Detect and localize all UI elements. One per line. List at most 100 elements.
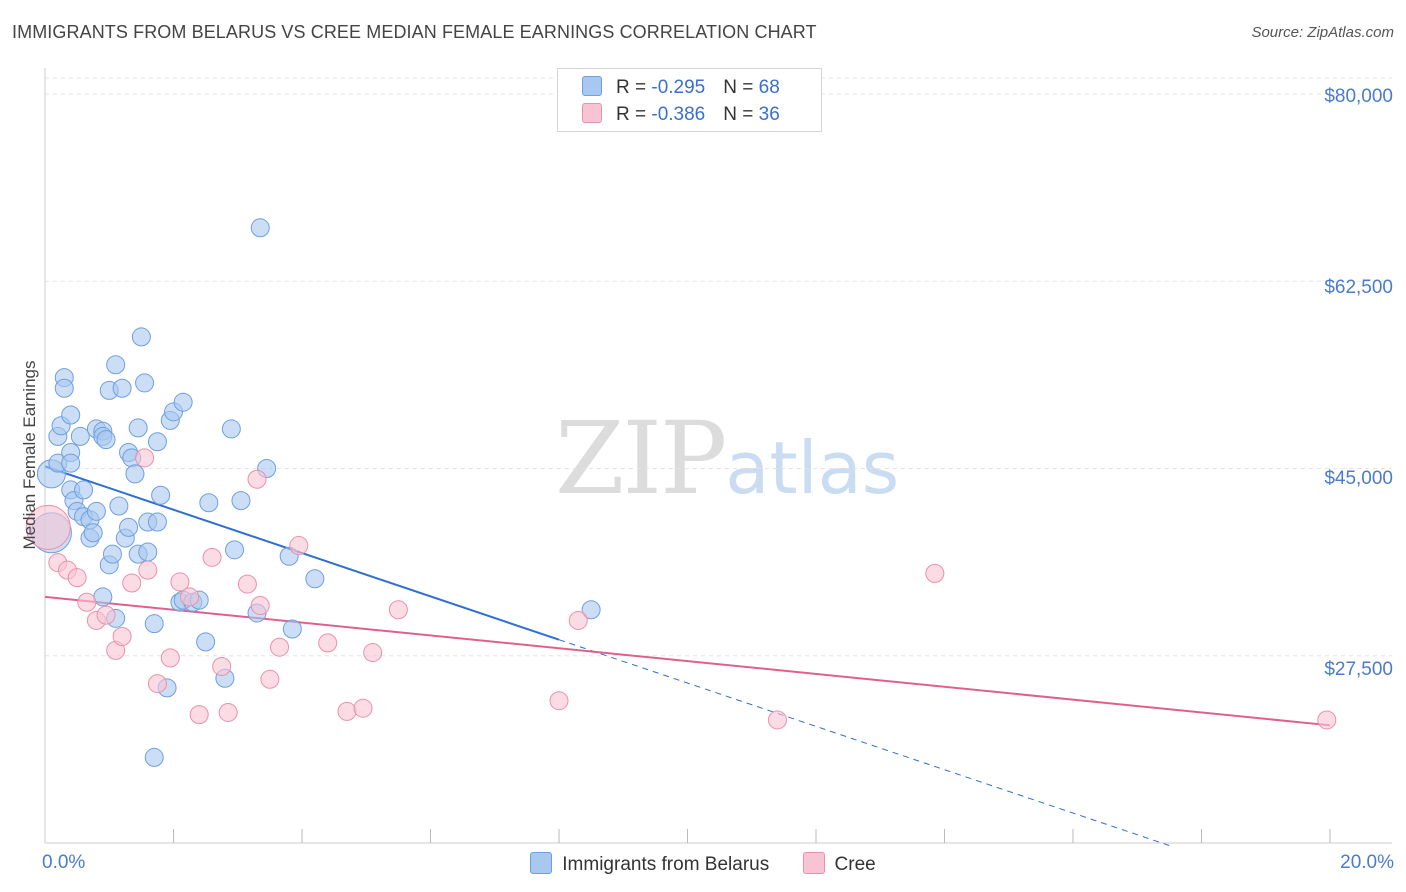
point-cree — [218, 702, 238, 722]
point-belarus — [135, 373, 155, 393]
point-cree — [925, 563, 945, 583]
point-belarus — [86, 501, 106, 521]
point-cree — [1317, 710, 1337, 730]
point-cree — [260, 669, 280, 689]
point-cree — [67, 568, 87, 588]
point-belarus — [147, 432, 167, 452]
legend-item-cree[interactable]: Cree — [802, 852, 876, 876]
point-belarus — [61, 453, 81, 473]
stats-n-label: N = — [723, 77, 759, 98]
point-belarus — [250, 218, 270, 238]
stats-box: R = -0.295 N = 68 R = -0.386 N = 36 — [557, 68, 822, 132]
point-belarus — [70, 426, 90, 446]
y-tick-label: $80,000 — [1324, 86, 1393, 107]
point-belarus — [61, 405, 81, 425]
point-belarus — [128, 418, 148, 438]
point-belarus — [119, 517, 139, 537]
point-belarus — [151, 485, 171, 505]
stats-n-label: N = — [723, 104, 759, 125]
point-belarus — [106, 355, 126, 375]
stats-r-label: R = — [616, 104, 652, 125]
point-cree — [237, 574, 257, 594]
point-cree — [767, 710, 787, 730]
point-cree — [363, 643, 383, 663]
point-belarus — [144, 747, 164, 767]
point-cree — [135, 448, 155, 468]
watermark-atlas: atlas — [725, 426, 900, 510]
point-belarus — [144, 614, 164, 634]
y-tick-label: $27,500 — [1324, 659, 1393, 680]
point-belarus — [93, 587, 113, 607]
point-cree — [212, 656, 232, 676]
legend-swatch-cree — [802, 852, 825, 874]
point-belarus — [282, 619, 302, 639]
point-cree — [138, 560, 158, 580]
x-tick-label-min: 0.0% — [42, 852, 86, 873]
point-belarus — [96, 430, 116, 450]
point-belarus — [173, 392, 193, 412]
stats-n-value: 36 — [758, 104, 780, 125]
point-cree — [112, 627, 132, 647]
legend-label-cree: Cree — [834, 854, 876, 875]
stats-r-label: R = — [616, 77, 652, 98]
point-belarus — [138, 542, 158, 562]
stats-r-value: -0.386 — [651, 104, 706, 125]
point-cree — [353, 698, 373, 718]
point-cree — [180, 587, 200, 607]
point-belarus — [54, 378, 74, 398]
point-belarus — [225, 540, 245, 560]
watermark-zip: ZIP — [555, 400, 727, 517]
point-belarus — [196, 632, 216, 652]
chart-title: IMMIGRANTS FROM BELARUS VS CREE MEDIAN F… — [12, 22, 817, 42]
point-cree — [289, 536, 309, 556]
stats-row-cree: R = -0.386 N = 36 — [582, 103, 780, 126]
stats-row-belarus: R = -0.295 N = 68 — [582, 76, 780, 99]
y-tick-label: $62,500 — [1324, 277, 1393, 298]
point-cree — [160, 648, 180, 668]
point-belarus — [199, 493, 219, 513]
axes — [44, 68, 1392, 844]
stats-n-value: 68 — [758, 77, 780, 98]
stats-r-value: -0.295 — [651, 77, 706, 98]
legend-item-belarus[interactable]: Immigrants from Belarus — [530, 852, 769, 876]
point-belarus — [74, 480, 94, 500]
point-belarus — [125, 464, 145, 484]
point-cree — [318, 633, 338, 653]
point-cree — [337, 701, 357, 721]
stats-swatch-cree — [582, 103, 602, 123]
point-cree — [25, 504, 71, 550]
point-cree — [96, 605, 116, 625]
point-cree — [270, 637, 290, 657]
legend-swatch-belarus — [530, 852, 553, 874]
legend-label-belarus: Immigrants from Belarus — [562, 854, 770, 875]
point-belarus — [581, 600, 601, 620]
x-tick-label-max: 20.0% — [1340, 852, 1394, 873]
trend-line-belarus-extension — [558, 639, 1170, 847]
data-points — [25, 218, 1337, 767]
point-belarus — [221, 419, 241, 439]
point-cree — [147, 674, 167, 694]
point-cree — [77, 592, 97, 612]
point-belarus — [147, 512, 167, 532]
point-belarus — [83, 523, 103, 543]
point-cree — [189, 705, 209, 725]
watermark: ZIPatlas — [555, 400, 899, 517]
point-cree — [247, 469, 267, 489]
y-tick-label: $45,000 — [1324, 468, 1393, 489]
point-belarus — [109, 496, 129, 516]
point-cree — [122, 573, 142, 593]
point-cree — [568, 610, 588, 630]
point-belarus — [131, 327, 151, 347]
point-belarus — [231, 491, 251, 511]
chart-source: Source: ZipAtlas.com — [1251, 24, 1394, 41]
point-belarus — [112, 378, 132, 398]
point-cree — [549, 691, 569, 711]
y-axis-label: Median Female Earnings — [20, 360, 39, 550]
point-cree — [202, 547, 222, 567]
point-cree — [388, 600, 408, 620]
trend-line-cree — [44, 595, 1331, 727]
grid-lines — [45, 77, 1392, 657]
point-belarus — [305, 569, 325, 589]
legend: Immigrants from Belarus Cree — [0, 852, 1406, 876]
point-belarus — [102, 544, 122, 564]
